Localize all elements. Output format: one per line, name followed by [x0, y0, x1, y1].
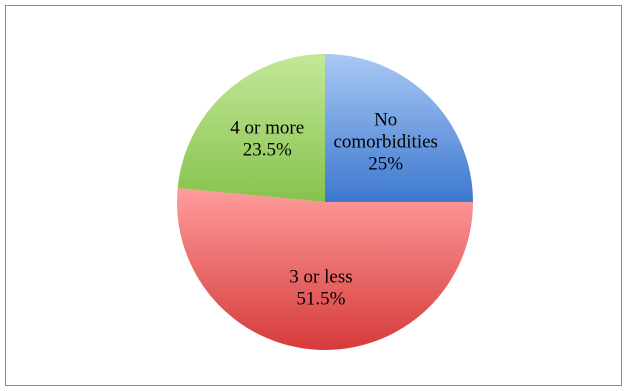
pie-slice-no-comorbidities — [325, 54, 473, 202]
pie-slice-4-or-more — [177, 54, 325, 202]
slice-label-no-comorbidities: No comorbidities 25% — [333, 109, 437, 174]
chart-frame: No comorbidities 25% 3 or less 51.5% 4 or mor… — [5, 5, 622, 386]
pie-slice-3-or-less — [177, 188, 474, 350]
slice-label-3-or-less: 3 or less 51.5% — [289, 267, 352, 310]
slice-label-4-or-more: 4 or more 23.5% — [230, 118, 304, 161]
pie-chart: No comorbidities 25% 3 or less 51.5% 4 or mor… — [177, 54, 474, 350]
